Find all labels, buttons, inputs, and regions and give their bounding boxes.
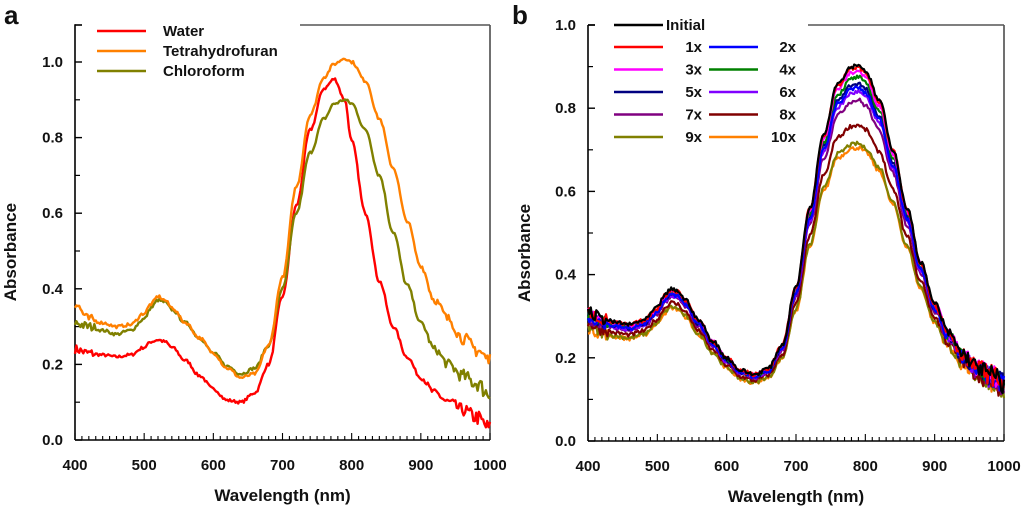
x-axis-title: Wavelength (nm) (728, 487, 864, 506)
y-tick-label: 0.2 (42, 356, 63, 373)
x-tick-label: 900 (408, 457, 433, 474)
panel-letter: b (512, 0, 528, 30)
legend-label-3x: 3x (685, 62, 702, 79)
y-tick-label: 0.8 (42, 130, 63, 147)
series-line-7x (586, 97, 1006, 396)
y-tick-label: 1.0 (555, 17, 576, 34)
series-line-6x (586, 88, 1006, 395)
panel-b: b 0.0 0.2 0.4 0.6 0.8 1.0 400 500 600 700 800 900 100… (512, 0, 1021, 506)
series-line-water (73, 77, 492, 429)
y-tick-label: 0.2 (555, 350, 576, 367)
series-line-10x (587, 145, 1005, 393)
legend-label-6x: 6x (779, 84, 796, 101)
y-tick-label: 0.4 (42, 281, 64, 298)
x-tick-label: 800 (853, 458, 878, 475)
legend-label-7x: 7x (685, 107, 702, 124)
legend-label-10x: 10x (771, 129, 797, 146)
x-tick-label: 1000 (987, 458, 1020, 475)
series-line-2x (586, 85, 1006, 392)
y-tick-label: 0.8 (555, 100, 576, 117)
series-line-9x (586, 140, 1006, 399)
x-tick-label: 400 (575, 458, 600, 475)
series-line-8x (586, 123, 1005, 397)
legend-label-chloroform: Chloroform (163, 63, 245, 80)
x-tick-label: 700 (270, 457, 295, 474)
legend-label-1x: 1x (685, 39, 702, 56)
series-line-4x (586, 74, 1006, 394)
legend-label-2x: 2x (779, 39, 796, 56)
x-tick-label: 900 (922, 458, 947, 475)
series-line-tetrahydrofuran (73, 57, 492, 379)
y-tick-label: 0.0 (42, 432, 63, 449)
y-axis-title: Absorbance (1, 203, 20, 301)
y-axis-title: Absorbance (515, 204, 534, 302)
x-tick-label: 500 (132, 457, 157, 474)
x-tick-label: 700 (783, 458, 808, 475)
panel-letter: a (4, 0, 19, 30)
legend-label-9x: 9x (685, 129, 702, 146)
legend-label-water: Water (163, 23, 204, 40)
y-tick-label: 0.6 (42, 205, 63, 222)
legend-label-initial: Initial (666, 17, 705, 34)
legend-label-8x: 8x (779, 107, 796, 124)
x-tick-label: 800 (339, 457, 364, 474)
panel-a: a 0.0 0.2 0.4 0.6 0.8 1.0 400 500 600 700 800 900 100… (1, 0, 507, 505)
legend-label-4x: 4x (779, 62, 796, 79)
series-line-initial (586, 63, 1006, 395)
x-axis-title: Wavelength (nm) (214, 486, 350, 505)
y-tick-label: 0.4 (555, 267, 577, 284)
series-line-5x (586, 81, 1006, 388)
legend-label-tetrahydrofuran: Tetrahydrofuran (163, 43, 278, 60)
series-line-chloroform (73, 98, 491, 400)
y-tick-label: 0.6 (555, 183, 576, 200)
x-tick-label: 400 (62, 457, 87, 474)
legend-label-5x: 5x (685, 84, 702, 101)
y-tick-label: 1.0 (42, 54, 63, 71)
x-tick-label: 1000 (473, 457, 506, 474)
x-tick-label: 600 (201, 457, 226, 474)
x-tick-label: 500 (645, 458, 670, 475)
y-tick-label: 0.0 (555, 433, 576, 450)
x-tick-label: 600 (714, 458, 739, 475)
